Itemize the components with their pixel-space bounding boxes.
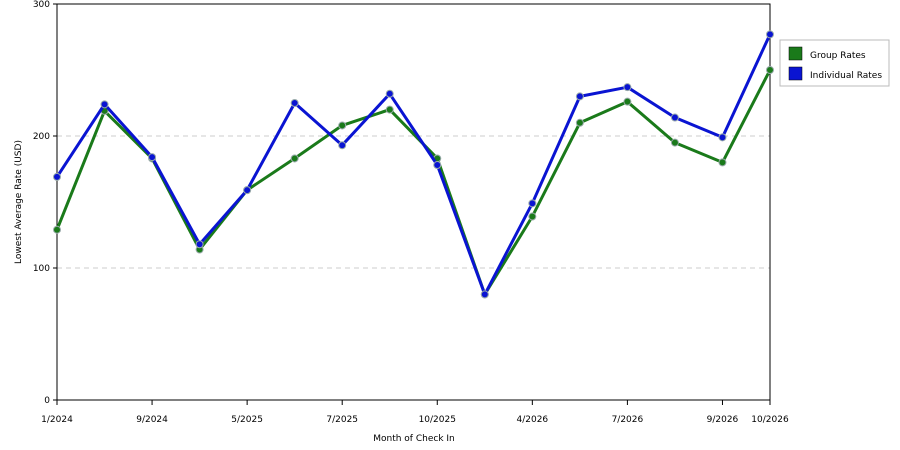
x-axis: 1/2024 9/2024 5/2025 7/2025 10/2025 4/2026 7/2… — [41, 400, 789, 425]
plot-area-frame — [56, 3, 771, 401]
y-tick-label: 100 — [33, 264, 50, 274]
data-point-individual-rates — [195, 240, 204, 249]
y-tick-label: 300 — [33, 0, 50, 10]
x-tick-label: 7/2025 — [326, 415, 358, 425]
data-point-individual-rates — [480, 290, 489, 299]
data-point-group-rates — [670, 138, 679, 147]
series-group — [53, 30, 774, 299]
series-line-group-rates — [55, 69, 772, 296]
data-point-individual-rates — [528, 199, 537, 208]
x-tick-label: 1/2024 — [41, 415, 73, 425]
legend-swatch-group-rates — [788, 46, 803, 61]
series-line-individual-rates — [55, 33, 772, 296]
x-tick-label: 9/2026 — [707, 415, 739, 425]
data-point-group-rates — [53, 225, 61, 234]
data-point-individual-rates — [243, 186, 252, 195]
y-tick-label: 0 — [44, 396, 50, 406]
data-point-individual-rates — [670, 113, 679, 122]
data-point-group-rates — [338, 121, 347, 130]
data-point-group-rates — [290, 154, 299, 163]
x-tick-label: 10/2025 — [419, 415, 456, 425]
y-axis-title: Lowest Average Rate (USD) — [14, 140, 24, 264]
data-point-group-rates — [385, 105, 394, 114]
data-point-individual-rates — [338, 141, 347, 150]
data-point-individual-rates — [623, 83, 632, 92]
x-axis-title: Month of Check In — [373, 434, 455, 444]
legend: Group Rates Individual Rates — [779, 39, 890, 87]
data-point-individual-rates — [385, 89, 394, 98]
data-point-individual-rates — [433, 161, 442, 170]
data-point-individual-rates — [575, 92, 584, 101]
data-point-individual-rates — [148, 153, 157, 162]
y-axis: 0 100 200 300 — [33, 0, 57, 406]
data-point-group-rates — [528, 212, 537, 221]
data-point-group-rates — [623, 97, 632, 106]
data-point-individual-rates — [290, 99, 299, 107]
data-point-individual-rates — [100, 100, 109, 109]
x-tick-label: 7/2026 — [612, 415, 644, 425]
y-tick-label: 200 — [33, 132, 50, 142]
legend-swatch-individual-rates — [788, 66, 803, 81]
x-tick-label: 9/2024 — [136, 415, 168, 425]
data-point-individual-rates — [718, 133, 727, 142]
legend-label-individual-rates: Individual Rates — [810, 71, 882, 81]
grid-lines — [57, 135, 770, 269]
legend-label-group-rates: Group Rates — [810, 51, 866, 61]
data-point-group-rates — [766, 66, 774, 74]
data-point-group-rates — [575, 118, 584, 127]
x-tick-label: 5/2025 — [231, 415, 263, 425]
data-point-individual-rates — [53, 172, 61, 181]
x-tick-label: 10/2026 — [751, 415, 789, 425]
x-tick-label: 4/2026 — [516, 415, 548, 425]
data-point-individual-rates — [766, 30, 774, 39]
data-point-group-rates — [718, 158, 727, 167]
